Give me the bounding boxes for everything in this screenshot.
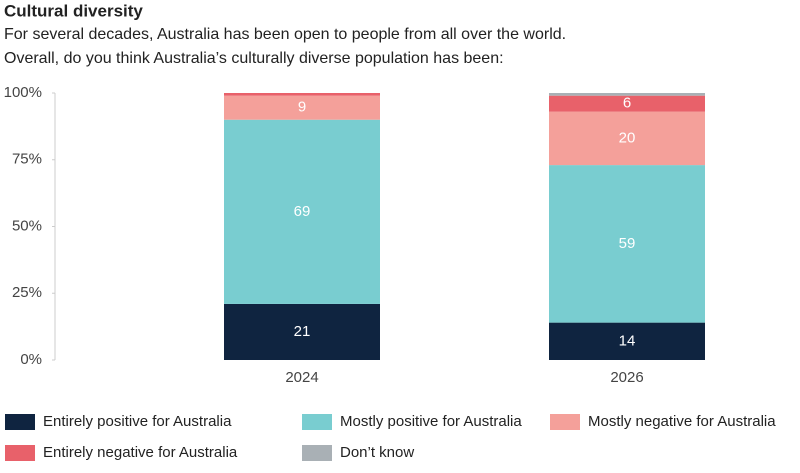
legend-label: Mostly positive for Australia — [340, 413, 522, 430]
legend-swatch — [302, 445, 332, 461]
chart-title: Cultural diversity — [4, 1, 143, 20]
x-tick-label: 2024 — [285, 369, 318, 386]
y-tick-label: 0% — [20, 351, 42, 368]
legend-label: Entirely negative for Australia — [43, 444, 238, 461]
data-label: 9 — [298, 99, 306, 116]
x-tick-label: 2026 — [610, 369, 643, 386]
legend-swatch — [302, 414, 332, 430]
chart-subtitle: For several decades, Australia has been … — [4, 26, 566, 43]
y-tick-label: 75% — [12, 151, 42, 168]
data-label: 14 — [619, 332, 636, 349]
legend-swatch — [5, 414, 35, 430]
bar-segment — [549, 111, 705, 166]
bar-segment — [224, 303, 380, 360]
legend-label: Mostly negative for Australia — [588, 413, 776, 430]
legend-label: Entirely positive for Australia — [43, 413, 232, 430]
bar-segment — [549, 165, 705, 323]
y-tick-label: 25% — [12, 284, 42, 301]
bar-segment — [549, 95, 705, 112]
bar-segment — [224, 95, 380, 120]
bar-segment — [224, 93, 380, 96]
chart-subtitle: Overall, do you think Australia’s cultur… — [4, 50, 504, 67]
data-label: 6 — [623, 95, 631, 112]
legend-label: Don’t know — [340, 444, 414, 461]
legend-swatch — [550, 414, 580, 430]
data-label: 20 — [619, 129, 636, 146]
y-tick-label: 50% — [12, 217, 42, 234]
bar-segment — [224, 119, 380, 304]
y-tick-label: 100% — [4, 84, 42, 101]
data-label: 21 — [294, 323, 311, 340]
legend-swatch — [5, 445, 35, 461]
bar-segment — [549, 322, 705, 360]
data-label: 59 — [619, 235, 636, 252]
bar-segment — [549, 93, 705, 96]
data-label: 69 — [294, 203, 311, 220]
